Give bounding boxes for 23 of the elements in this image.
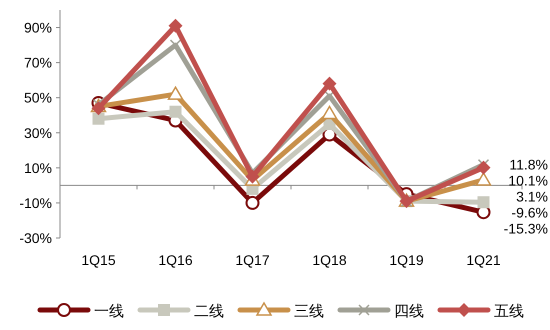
y-tick-label: 50%	[24, 90, 52, 106]
x-tick-label: 1Q18	[312, 252, 347, 268]
data-label: 11.8%	[509, 156, 548, 173]
legend-label: 五线	[494, 303, 524, 320]
x-tick-label: 1Q21	[466, 252, 501, 268]
data-label: 10.1%	[508, 172, 548, 189]
y-tick-label: -10%	[19, 194, 52, 211]
data-label: -15.3%	[504, 220, 548, 237]
x-tick-label: 1Q17	[235, 252, 270, 268]
y-tick-label: 90%	[24, 20, 52, 36]
y-tick-label: 70%	[24, 54, 52, 71]
legend-label: 二线	[194, 303, 224, 320]
y-tick-label: -30%	[19, 230, 52, 246]
y-tick-label: 30%	[24, 124, 52, 141]
legend-label: 四线	[394, 303, 424, 320]
data-label: 3.1%	[516, 188, 548, 205]
x-tick-label: 1Q19	[389, 252, 424, 268]
data-label: -9.6%	[511, 204, 548, 221]
legend-label: 三线	[294, 303, 324, 320]
y-tick-label: 10%	[24, 160, 52, 176]
x-tick-label: 1Q15	[81, 252, 116, 268]
legend-label: 一线	[94, 303, 124, 320]
x-tick-label: 1Q16	[158, 252, 193, 268]
